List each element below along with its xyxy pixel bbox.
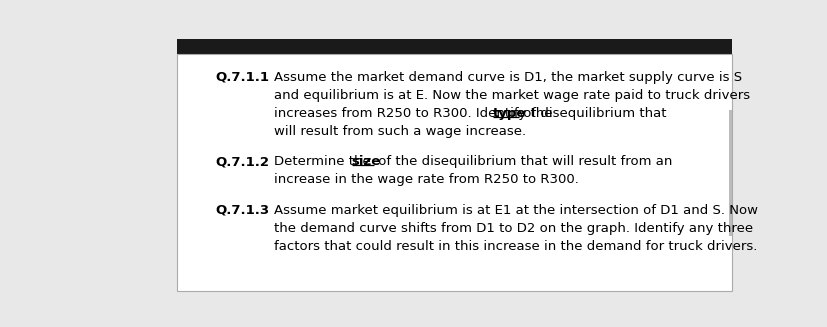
- Text: and equilibrium is at E. Now the market wage rate paid to truck drivers: and equilibrium is at E. Now the market …: [273, 89, 748, 102]
- Text: Assume market equilibrium is at E1 at the intersection of D1 and S. Now: Assume market equilibrium is at E1 at th…: [273, 204, 757, 217]
- Text: Q.7.1.2: Q.7.1.2: [216, 155, 270, 168]
- Text: of disequilibrium that: of disequilibrium that: [518, 107, 665, 120]
- Text: size: size: [351, 155, 380, 168]
- Text: type: type: [492, 107, 525, 120]
- Text: Q.7.1.3: Q.7.1.3: [216, 204, 270, 217]
- Text: Determine the: Determine the: [273, 155, 374, 168]
- Text: will result from such a wage increase.: will result from such a wage increase.: [273, 125, 525, 138]
- Bar: [177, 39, 731, 54]
- Text: the demand curve shifts from D1 to D2 on the graph. Identify any three: the demand curve shifts from D1 to D2 on…: [273, 222, 752, 235]
- Text: factors that could result in this increase in the demand for truck drivers.: factors that could result in this increa…: [273, 240, 756, 253]
- Text: increase in the wage rate from R250 to R300.: increase in the wage rate from R250 to R…: [273, 173, 578, 186]
- Text: increases from R250 to R300. Identify the: increases from R250 to R300. Identify th…: [273, 107, 556, 120]
- Text: of the disequilibrium that will result from an: of the disequilibrium that will result f…: [374, 155, 672, 168]
- Bar: [729, 110, 731, 236]
- Text: Q.7.1.1: Q.7.1.1: [216, 71, 270, 84]
- Bar: [177, 54, 731, 291]
- Text: Assume the market demand curve is D1, the market supply curve is S: Assume the market demand curve is D1, th…: [273, 71, 741, 84]
